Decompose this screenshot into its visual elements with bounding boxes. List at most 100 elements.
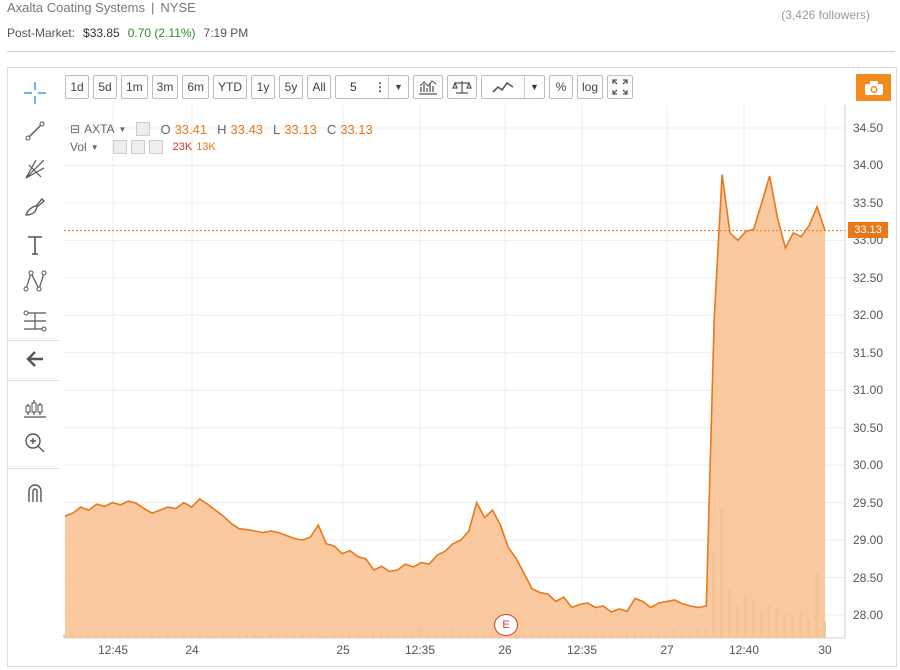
compare-scale-button[interactable] [447,75,478,99]
range-6m-button[interactable]: 6m [182,75,210,99]
volume-close-icon[interactable] [148,140,163,154]
tool-divider [8,380,60,381]
exchange-name: NYSE [160,0,196,15]
y-tick-label: 29.00 [853,533,884,548]
low-key: L [273,121,281,137]
range-5d-button[interactable]: 5d [93,75,117,99]
text-tool-icon[interactable] [22,232,48,258]
indicators-button[interactable] [413,75,444,99]
volume-bar [63,634,66,638]
volume-visibility-icon[interactable] [112,140,127,154]
high-key: H [217,121,227,137]
x-tick-label: 24 [185,643,199,657]
range-3m-button[interactable]: 3m [151,75,179,99]
interval-value: 5 [350,80,357,94]
tool-divider [8,340,60,341]
y-tick-label: 30.50 [853,420,884,435]
chevron-down-icon[interactable]: ▼ [524,76,544,98]
magnet-icon[interactable] [22,480,48,506]
x-tick-label: 30 [818,643,832,657]
percent-button[interactable]: % [549,75,574,99]
open-key: O [160,121,171,137]
y-tick-label: 28.50 [853,570,884,585]
range-all-button[interactable]: All [307,75,332,99]
x-tick-label: 12:45 [97,643,129,657]
chart-toolbar: 1d 5d 1m 3m 6m YTD 1y 5y All 5 ⋮ ▼ ▼ % l… [65,74,634,100]
volume-chevron-down-icon[interactable]: ▼ [90,142,99,152]
tool-divider [8,468,60,469]
close-value: 33.13 [340,121,373,137]
post-market-row: Post-Market: $33.85 0.70 (2.11%) 7:19 PM [7,26,248,40]
measure-icon[interactable] [22,308,48,334]
balance-scale-icon [452,81,472,94]
range-ytd-button[interactable]: YTD [213,75,248,99]
compare-icon[interactable] [22,394,48,420]
chart-type-select[interactable]: ▼ [481,75,546,99]
trend-line-icon[interactable] [22,118,48,144]
post-market-label: Post-Market: [7,26,76,40]
collapse-icon[interactable]: ⊟ [70,122,81,136]
y-tick-label: 31.50 [853,345,884,360]
range-1m-button[interactable]: 1m [121,75,148,99]
high-value: 33.43 [230,121,264,137]
y-tick-label: 30.00 [853,458,884,473]
series-symbol[interactable]: AXTA [84,122,115,136]
close-key: C [326,121,337,137]
interval-select[interactable]: 5 ⋮ ▼ [335,75,410,99]
zoom-in-icon[interactable] [22,430,48,456]
header-separator: | [151,0,155,15]
page-header: Axalta Coating Systems | NYSE [7,0,196,15]
chart-legend: ⊟ AXTA ▼ O 33.41 H 33.43 L 33.13 C 33.13 Vol… [70,120,379,156]
range-1d-button[interactable]: 1d [65,75,89,99]
y-tick-label: 32.00 [853,308,884,323]
y-tick-label: 34.50 [853,121,884,135]
screenshot-button[interactable] [856,74,891,101]
brush-icon[interactable] [22,194,48,220]
y-tick-label: 34.00 [853,158,884,173]
y-tick-label: 33.50 [853,195,884,210]
series-chevron-down-icon[interactable]: ▼ [118,124,127,134]
x-tick-label: 25 [336,643,350,657]
price-area [65,174,825,638]
x-tick-label: 12:35 [566,643,598,657]
header-divider [7,51,895,52]
x-tick-label: 26 [498,643,512,657]
visibility-icon[interactable] [136,122,151,136]
y-tick-label: 28.00 [853,608,884,622]
x-tick-label: 12:40 [728,643,760,657]
back-arrow-icon[interactable] [22,346,48,372]
y-tick-label: 32.50 [853,270,884,285]
drawing-toolbar [8,68,60,668]
last-price-tag: 33.13 [848,222,888,238]
price-line [64,174,826,613]
post-market-change: 0.70 (2.11%) [127,26,196,40]
crosshair-icon[interactable] [22,80,48,106]
post-market-price: $33.85 [83,26,120,40]
log-scale-button[interactable]: log [577,75,604,99]
chevron-down-icon[interactable]: ▼ [388,76,408,98]
range-1y-button[interactable]: 1y [251,75,276,99]
x-tick-label: 27 [660,643,674,657]
low-value: 33.13 [284,121,317,137]
y-tick-label: 29.50 [853,495,884,510]
fullscreen-button[interactable] [607,75,634,99]
volume-value-a: 23K [172,141,193,153]
followers-count[interactable]: (3,426 followers) [781,8,870,22]
range-5y-button[interactable]: 5y [279,75,304,99]
x-tick-label: 12:35 [404,643,436,657]
indicators-icon [419,80,438,95]
company-name[interactable]: Axalta Coating Systems [7,0,146,15]
fullscreen-icon [612,79,628,95]
fib-fan-icon[interactable] [22,156,48,182]
y-tick-label: 31.00 [853,383,884,398]
open-value: 33.41 [174,121,208,137]
volume-value-b: 13K [196,141,216,153]
more-dots-icon[interactable]: ⋮ [374,80,387,94]
line-chart-icon [482,80,524,94]
volume-label[interactable]: Vol [70,140,87,154]
pattern-icon[interactable] [22,268,48,294]
volume-settings-icon[interactable] [130,140,145,154]
post-market-time: 7:19 PM [203,26,249,40]
earnings-marker[interactable]: E [494,614,518,636]
